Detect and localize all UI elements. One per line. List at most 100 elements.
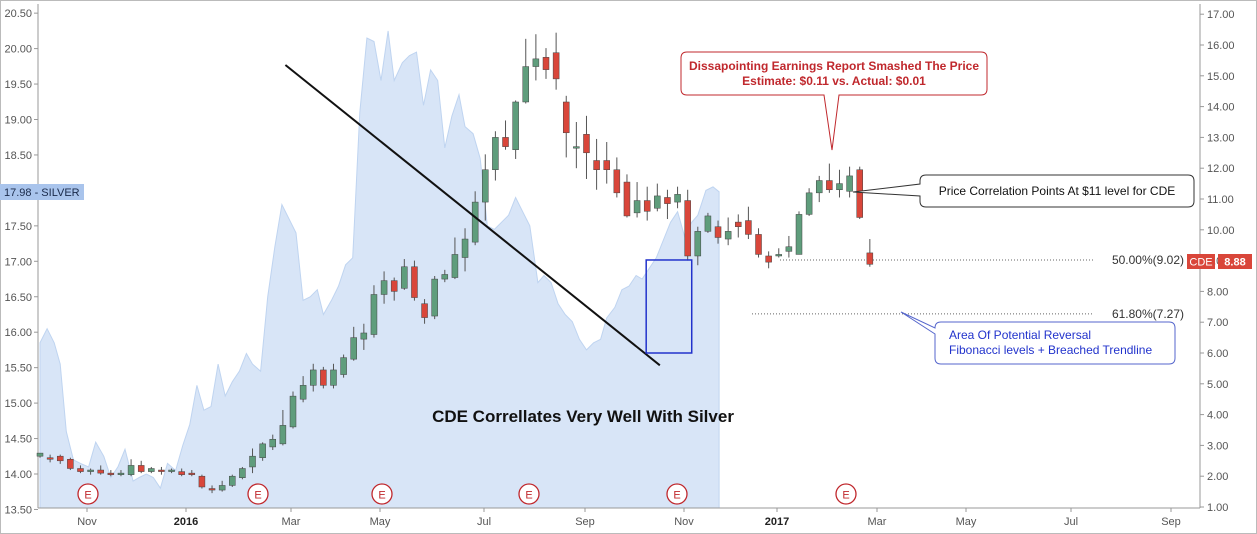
candle: [229, 474, 236, 487]
candle-body: [471, 201, 479, 243]
candle: [148, 466, 155, 474]
right-tick-label: 1.00: [1207, 502, 1228, 514]
earnings-marker-circle: [77, 483, 99, 505]
candle-body: [492, 137, 499, 170]
candle: [309, 363, 317, 392]
candle-body: [188, 472, 196, 475]
candle-body: [320, 369, 327, 386]
candle: [805, 188, 813, 216]
candle-body: [158, 469, 165, 472]
earnings-marker-circle: [666, 483, 688, 505]
candle-body: [755, 234, 762, 255]
earnings-marker-circle: [247, 483, 269, 505]
earnings-marker-label: E: [378, 490, 385, 502]
candle-body: [178, 471, 185, 475]
candle: [846, 166, 853, 198]
right-tick-label: 6.00: [1207, 348, 1228, 360]
candle-body: [745, 220, 752, 235]
earnings-marker: E: [835, 483, 857, 505]
candle: [613, 157, 621, 198]
candle: [188, 470, 196, 477]
left-axis: 13.50 14.00 14.50 15.00 15.50 16.00 16.50 17.00…: [4, 4, 39, 516]
candle: [694, 226, 702, 266]
candle-body: [623, 181, 631, 217]
last-value-tags: 17.98 - SILVER CDE 8.88: [0, 184, 1252, 269]
earnings-marker: E: [518, 483, 540, 505]
cde-last-value-tag: CDE 8.88: [1187, 254, 1252, 269]
reversal-box-rect: [645, 259, 693, 354]
candle: [350, 326, 357, 361]
candle: [451, 237, 459, 280]
candle: [269, 434, 277, 451]
candle: [482, 154, 489, 221]
trendline: [284, 64, 661, 367]
candle-body: [805, 192, 813, 215]
candle: [724, 217, 732, 246]
candle-body: [643, 200, 651, 212]
candle: [785, 235, 793, 258]
reversal-box: [645, 259, 693, 354]
candle-body: [360, 332, 368, 340]
x-axis: Nov 2016 Mar May Jul Sep Nov 2017 Mar May Jul Sep: [38, 507, 1200, 528]
candle: [765, 251, 772, 269]
right-tick-label: 7.00: [1207, 317, 1228, 329]
candle-body: [36, 452, 44, 457]
candle-body: [674, 194, 681, 203]
candle-body: [522, 66, 530, 103]
candle-body: [795, 214, 803, 255]
candle-body: [532, 58, 540, 67]
x-tick-label: Sep: [1161, 516, 1181, 528]
candle-body: [704, 215, 712, 232]
candle-body: [431, 278, 438, 317]
candle: [654, 183, 661, 212]
candle: [745, 206, 752, 240]
candle-body: [542, 57, 550, 70]
candle-body: [593, 160, 600, 170]
left-tick-label: 14.00: [4, 469, 32, 481]
candle-body: [502, 137, 509, 147]
candle-body: [573, 146, 580, 149]
candle-body: [249, 455, 256, 468]
earnings-callout: Dissapointing Earnings Report Smashed Th…: [680, 51, 988, 151]
candle: [259, 442, 266, 461]
candle-body: [836, 183, 843, 191]
candle: [461, 228, 469, 272]
candle: [532, 34, 540, 81]
candle: [522, 38, 530, 104]
earnings-marker: E: [666, 483, 688, 505]
candle: [502, 120, 509, 150]
candle: [684, 189, 691, 261]
candle: [77, 465, 84, 474]
candle-body: [562, 101, 570, 134]
candle-body: [421, 303, 428, 318]
candle: [36, 452, 44, 458]
candle-body: [512, 101, 519, 150]
candle: [107, 470, 115, 477]
candle: [67, 457, 74, 471]
candle: [340, 354, 347, 378]
earnings-callout-line2: Estimate: $0.11 vs. Actual: $0.01: [742, 74, 926, 88]
candle-body: [846, 175, 853, 192]
right-tick-label: 17.00: [1207, 9, 1235, 21]
candle-body: [451, 254, 459, 278]
candle: [198, 474, 206, 489]
left-tick-label: 19.00: [4, 115, 32, 127]
candle: [836, 169, 843, 198]
candle: [704, 212, 712, 233]
candle-body: [714, 226, 722, 238]
candle-body: [299, 385, 307, 400]
candle: [46, 454, 54, 463]
candle: [299, 376, 307, 403]
candle: [735, 214, 742, 238]
candle: [279, 409, 287, 446]
candle: [390, 277, 398, 301]
candle: [603, 142, 610, 184]
earnings-marker-label: E: [673, 490, 680, 502]
candle-body: [482, 169, 489, 203]
candle-body: [67, 459, 74, 469]
earnings-marker-circle: [518, 483, 540, 505]
candle: [87, 468, 94, 475]
